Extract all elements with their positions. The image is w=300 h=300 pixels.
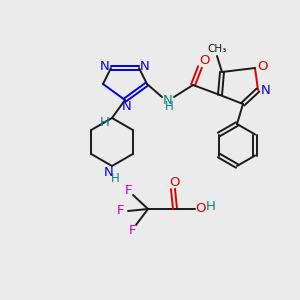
Text: H: H [165,100,173,113]
Text: N: N [261,83,271,97]
Text: O: O [170,176,180,188]
Text: O: O [257,59,267,73]
Text: H: H [111,172,119,185]
Text: CH₃: CH₃ [207,44,226,54]
Text: F: F [117,205,125,218]
Text: N: N [140,59,150,73]
Text: H: H [206,200,216,214]
Text: N: N [104,167,114,179]
Text: O: O [195,202,205,214]
Text: O: O [199,55,209,68]
Text: N: N [122,100,132,112]
Text: H: H [100,116,110,128]
Text: N: N [100,59,110,73]
Text: F: F [124,184,132,197]
Text: N: N [163,94,173,106]
Text: F: F [128,224,136,238]
